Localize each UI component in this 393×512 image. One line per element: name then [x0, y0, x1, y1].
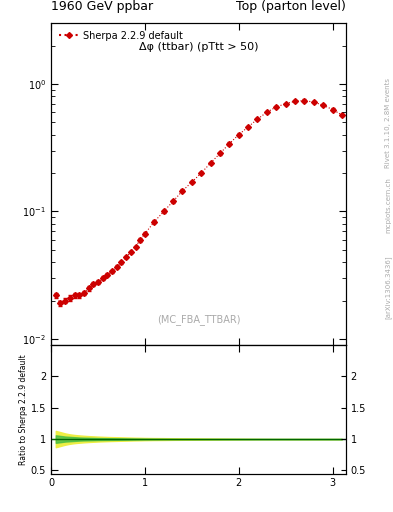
Y-axis label: Ratio to Sherpa 2.2.9 default: Ratio to Sherpa 2.2.9 default [19, 354, 28, 464]
Legend: Sherpa 2.2.9 default: Sherpa 2.2.9 default [56, 28, 186, 44]
Text: [arXiv:1306.3436]: [arXiv:1306.3436] [384, 255, 391, 318]
Text: (MC_FBA_TTBAR): (MC_FBA_TTBAR) [157, 314, 240, 325]
Text: Rivet 3.1.10, 2.8M events: Rivet 3.1.10, 2.8M events [385, 78, 391, 168]
Text: 1960 GeV ppbar: 1960 GeV ppbar [51, 1, 153, 13]
Text: Top (parton level): Top (parton level) [236, 1, 346, 13]
Text: Δφ (ttbar) (pTtt > 50): Δφ (ttbar) (pTtt > 50) [139, 42, 258, 52]
Text: mcplots.cern.ch: mcplots.cern.ch [385, 177, 391, 233]
